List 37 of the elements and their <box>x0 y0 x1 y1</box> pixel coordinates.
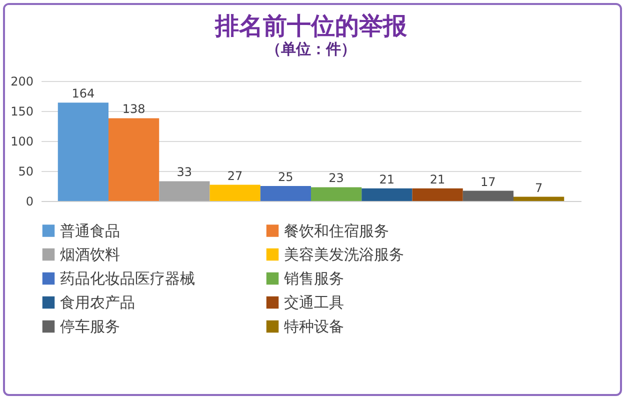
bar <box>260 186 311 201</box>
chart-title: 排名前十位的举报 <box>214 12 408 40</box>
bar <box>412 188 463 201</box>
bar <box>210 184 260 201</box>
data-label: 17 <box>480 174 496 189</box>
data-label: 25 <box>278 170 294 184</box>
data-label: 33 <box>176 165 192 180</box>
y-tick-label: 150 <box>10 104 34 118</box>
data-label: 27 <box>227 168 243 183</box>
data-label: 138 <box>122 102 146 116</box>
bar <box>514 196 564 201</box>
legend-label: 烟酒饮料 <box>60 246 120 264</box>
data-label: 21 <box>430 172 446 186</box>
legend-label: 普通食品 <box>60 222 120 240</box>
legend-label: 美容美发洗浴服务 <box>284 246 404 264</box>
y-tick-label: 50 <box>18 164 34 178</box>
legend-label: 餐饮和住宿服务 <box>284 222 389 240</box>
bar <box>159 181 210 201</box>
bar <box>108 118 160 201</box>
legend-label: 停车服务 <box>60 318 120 336</box>
data-label: 21 <box>379 172 395 186</box>
bar <box>362 188 412 201</box>
data-label: 7 <box>534 180 543 195</box>
data-label: 164 <box>72 86 95 101</box>
legend-label: 交通工具 <box>284 294 344 312</box>
legend-label: 销售服务 <box>283 270 344 288</box>
y-tick-label: 100 <box>10 134 34 148</box>
bar <box>58 102 108 201</box>
y-tick-label: 0 <box>26 194 34 208</box>
y-tick-label: 200 <box>10 74 34 88</box>
bar <box>462 190 514 201</box>
legend-label: 特种设备 <box>284 318 344 336</box>
data-label: 23 <box>328 171 344 186</box>
legend-label: 食用农产品 <box>60 294 135 312</box>
chart-subtitle: （单位：件） <box>266 40 356 58</box>
legend-label: 药品化妆品医疗器械 <box>60 270 195 288</box>
bar <box>311 187 362 201</box>
